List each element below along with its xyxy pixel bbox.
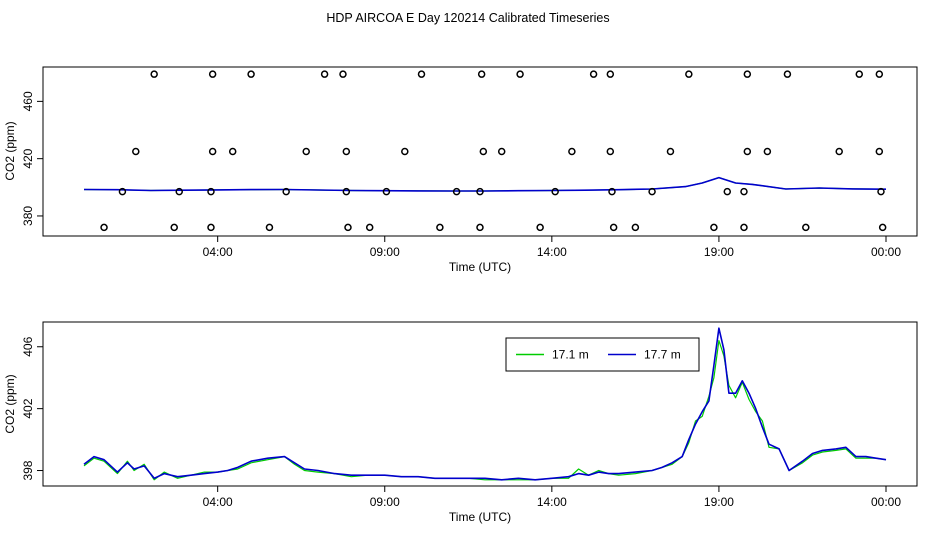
flask-sample-point	[207, 223, 215, 232]
flask-sample-point	[479, 147, 488, 156]
flask-sample-point	[170, 223, 178, 232]
flask-sample-point	[342, 147, 351, 156]
flask-sample-point	[132, 147, 140, 156]
flask-sample-point	[208, 70, 217, 78]
flask-sample-point	[877, 187, 885, 196]
flask-sample-point	[606, 147, 615, 156]
flask-sample-point	[802, 223, 810, 232]
x-tick-label: 00:00	[871, 245, 901, 259]
flask-sample-point	[875, 70, 884, 78]
series-line-0	[83, 340, 887, 481]
flask-sample-point	[476, 187, 484, 196]
flask-sample-point	[302, 147, 310, 156]
x-tick-label: 09:00	[370, 495, 400, 509]
flask-sample-point	[207, 187, 215, 196]
flask-sample-point	[743, 147, 752, 156]
flask-sample-point	[631, 223, 640, 232]
flask-sample-point	[365, 223, 374, 232]
y-axis-label: CO2 (ppm)	[3, 374, 17, 433]
flask-sample-point	[723, 187, 732, 196]
x-tick-label: 00:00	[871, 495, 901, 509]
x-tick-label: 04:00	[203, 495, 233, 509]
flask-sample-point	[609, 223, 618, 232]
flask-sample-point	[150, 70, 158, 78]
y-tick-label: 460	[21, 91, 35, 111]
flask-sample-point	[763, 147, 772, 156]
flask-sample-point	[878, 223, 887, 232]
x-axis-label: Time (UTC)	[449, 510, 511, 524]
flask-sample-point	[175, 187, 183, 196]
flask-sample-point	[608, 187, 616, 196]
flask-sample-point	[648, 187, 656, 196]
x-tick-label: 14:00	[537, 495, 567, 509]
flask-sample-point	[589, 70, 598, 78]
flask-sample-point	[875, 147, 884, 156]
y-tick-label: 380	[21, 206, 35, 226]
flask-sample-point	[208, 147, 217, 156]
flask-sample-point	[320, 70, 329, 78]
flask-sample-point	[401, 147, 409, 156]
plot-frame	[42, 66, 918, 237]
flask-sample-point	[118, 187, 127, 196]
legend-entry-label: 17.1 m	[552, 348, 589, 362]
flask-sample-point	[551, 187, 559, 196]
flask-sample-point	[743, 70, 752, 78]
series-line-0	[83, 177, 887, 192]
flask-sample-point	[855, 70, 864, 78]
chart-panel-bottom: 04:00 09:00 14:00 19:00 00:00 Time (UTC) 398 40…	[3, 321, 918, 524]
flask-sample-point	[344, 223, 352, 232]
x-tick-label: 09:00	[370, 245, 400, 259]
x-tick-label: 19:00	[704, 245, 734, 259]
series-line-1	[83, 176, 887, 192]
flask-sample-point	[685, 70, 693, 78]
x-tick-label: 14:00	[537, 245, 567, 259]
flask-sample-point	[476, 223, 484, 232]
flask-sample-point	[382, 187, 391, 196]
flask-sample-point	[247, 70, 255, 78]
flask-sample-point	[477, 70, 486, 78]
plot-frame	[42, 321, 918, 487]
y-tick-label: 420	[21, 148, 35, 168]
flask-sample-point	[265, 223, 274, 232]
flask-sample-point	[516, 70, 524, 78]
series-line-1	[83, 327, 887, 481]
flask-sample-point	[342, 187, 351, 196]
flask-sample-point	[417, 70, 426, 78]
legend-entry-label: 17.7 m	[644, 348, 681, 362]
flask-sample-point	[282, 187, 290, 196]
chart-panel-top: 04:00 09:00 14:00 19:00 00:00 Time (UTC) 380 42…	[3, 66, 918, 274]
flask-sample-point	[436, 223, 444, 232]
flask-sample-point	[339, 70, 347, 78]
flask-sample-point	[568, 147, 576, 156]
flask-sample-point	[452, 187, 461, 196]
flask-sample-point	[740, 187, 748, 196]
flask-sample-point	[835, 147, 843, 156]
x-tick-label: 04:00	[203, 245, 233, 259]
y-tick-label: 398	[21, 460, 35, 480]
x-axis-label: Time (UTC)	[449, 260, 511, 274]
flask-sample-point	[740, 223, 748, 232]
flask-sample-point	[228, 147, 237, 156]
y-tick-label: 406	[21, 336, 35, 356]
flask-sample-point	[783, 70, 792, 78]
figure-title: HDP AIRCOA E Day 120214 Calibrated Times…	[326, 11, 609, 25]
flask-sample-point	[666, 147, 675, 156]
y-axis-label: CO2 (ppm)	[3, 121, 17, 180]
flask-sample-point	[710, 223, 718, 232]
flask-sample-point	[606, 70, 615, 78]
flask-sample-point	[536, 223, 544, 232]
flask-sample-point	[100, 223, 108, 232]
x-tick-label: 19:00	[704, 495, 734, 509]
flask-sample-point	[497, 147, 506, 156]
y-tick-label: 402	[21, 398, 35, 418]
